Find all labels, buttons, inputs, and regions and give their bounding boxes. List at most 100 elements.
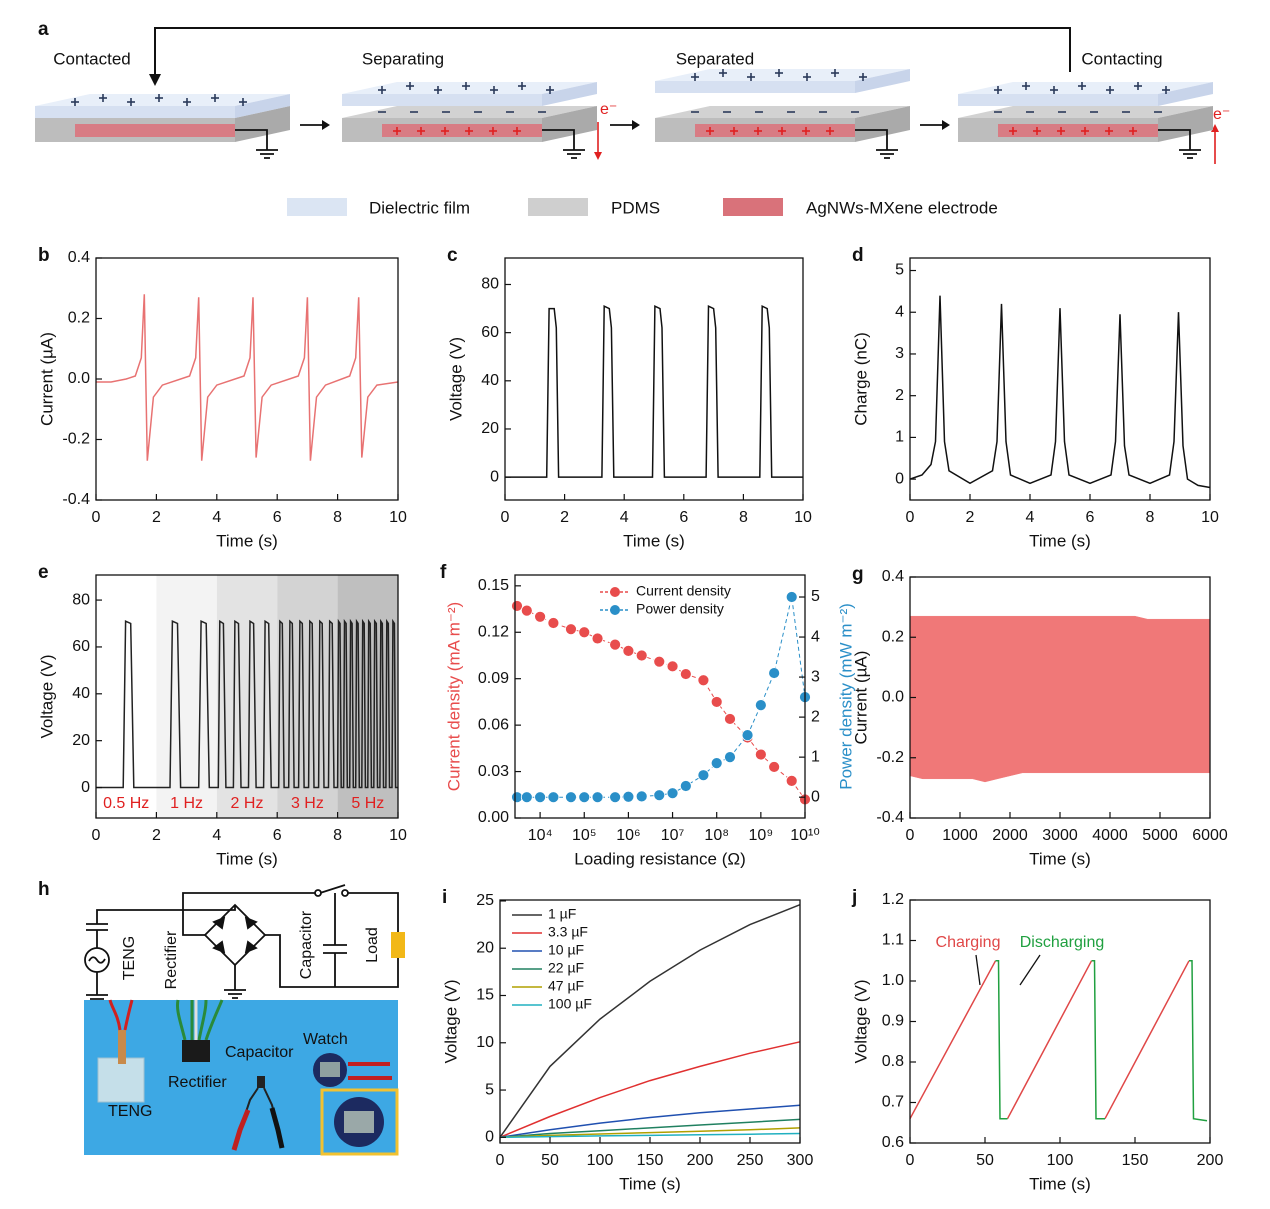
wire	[96, 884, 399, 995]
y-axis-label: Voltage (V)	[446, 337, 465, 421]
data-point	[591, 632, 604, 645]
x-tick-label: 250	[737, 1152, 764, 1169]
data-line	[909, 295, 1211, 489]
pdms-layer	[1158, 106, 1213, 142]
data-point	[609, 638, 622, 651]
data-point	[754, 699, 767, 712]
dielectric-film	[655, 69, 910, 81]
x-axis-label: Time (s)	[216, 531, 278, 550]
y-tick-label: 0	[81, 779, 90, 796]
data-point	[697, 769, 710, 782]
pdms-layer	[542, 106, 597, 142]
data-line	[499, 1041, 801, 1138]
ground	[1179, 149, 1201, 159]
y-tick-label: -0.4	[876, 809, 904, 826]
x-tick-label: 2	[152, 827, 161, 844]
data-point	[520, 604, 533, 617]
x-tick-label: 8	[333, 509, 342, 526]
electron-label: e⁻	[1213, 106, 1230, 123]
y-tick-label: 0.2	[882, 628, 904, 645]
clip	[269, 1107, 285, 1149]
x-tick-label: 0	[906, 1152, 915, 1169]
frequency-band	[277, 575, 338, 818]
x-tick-label: 10⁴	[528, 827, 553, 844]
x-tick-label: 2	[966, 509, 975, 526]
annotation-arrow	[1019, 954, 1041, 986]
x-axis-label: Time (s)	[1029, 1174, 1091, 1193]
legend-marker	[610, 605, 620, 615]
clip	[231, 1109, 251, 1151]
y-tick-label: 10	[476, 1034, 494, 1051]
data-point	[565, 623, 577, 636]
y-tick-label: 5	[895, 262, 904, 279]
x-axis-label: Time (s)	[216, 849, 278, 868]
data-point	[666, 660, 679, 673]
rectifier	[182, 1040, 210, 1062]
y-tick-label: 0.00	[478, 809, 509, 826]
panel-letter: e	[38, 562, 49, 583]
electrode-strip	[118, 1030, 126, 1064]
legend-label: 3.3 µF	[548, 924, 588, 940]
data-point	[679, 668, 692, 680]
plot-frame	[514, 574, 806, 819]
y-tick-label: 0.0	[68, 370, 90, 387]
data-point	[578, 791, 591, 804]
photo-label: Capacitor	[225, 1044, 294, 1061]
legend-label: 1 µF	[548, 906, 576, 922]
dielectric-film	[958, 94, 1158, 106]
data-point	[679, 780, 692, 792]
y2-tick-label: 4	[811, 628, 820, 645]
y-tick-label: 0.12	[478, 623, 509, 640]
dielectric-film	[342, 94, 542, 106]
data-point	[578, 626, 591, 639]
data-point	[768, 761, 781, 773]
y-tick-label: -0.2	[62, 431, 90, 448]
stage-title: Separated	[676, 49, 754, 68]
part-label: Load	[364, 927, 381, 963]
panel-letter: i	[442, 887, 447, 908]
y-tick-label: 20	[481, 420, 499, 437]
arrow-head	[942, 120, 950, 130]
diode	[244, 916, 258, 930]
data-point	[653, 655, 666, 668]
legend-label: 47 µF	[548, 978, 584, 994]
data-line	[499, 904, 801, 1138]
y-axis-label: Voltage (V)	[441, 979, 460, 1063]
y-tick-label: 0.7	[882, 1094, 904, 1111]
x-tick-label: 1000	[942, 827, 978, 844]
y-tick-label: 0	[490, 468, 499, 485]
y-tick-label: 1.2	[882, 891, 904, 908]
data-line	[499, 1104, 801, 1139]
x-tick-label: 2	[560, 509, 569, 526]
y-tick-label: 1.1	[882, 932, 904, 949]
load	[391, 932, 405, 958]
data-line	[499, 1132, 801, 1139]
x-tick-label: 50	[541, 1152, 559, 1169]
y-tick-label: 0	[485, 1129, 494, 1146]
y-axis-label: Current (µA)	[37, 332, 56, 426]
panel-letter: b	[38, 245, 50, 266]
legend-label: 100 µF	[548, 996, 592, 1012]
data-point	[622, 644, 635, 657]
x-tick-label: 10	[389, 827, 407, 844]
legend-label: Current density	[636, 583, 731, 599]
photo	[84, 999, 399, 1156]
electrode	[75, 124, 235, 137]
panel-letter: j	[851, 887, 857, 908]
x-tick-label: 0	[906, 509, 915, 526]
x-tick-label: 0	[92, 509, 101, 526]
clip	[348, 1062, 392, 1080]
legend-label: PDMS	[611, 198, 660, 217]
y-tick-label: 0.4	[68, 249, 90, 266]
x-tick-label: 10	[1201, 509, 1219, 526]
data-point	[724, 713, 736, 725]
data-line	[995, 960, 1208, 1122]
y2-axis-label: Power density (mW m⁻²)	[836, 603, 855, 790]
arrow-head	[322, 120, 330, 130]
arrow-head	[632, 120, 640, 130]
wire	[1158, 129, 1191, 150]
y-tick-label: 0.06	[478, 716, 509, 733]
band-label: 3 Hz	[291, 795, 324, 812]
dielectric-film	[35, 106, 235, 118]
photo-label: TENG	[108, 1103, 152, 1120]
